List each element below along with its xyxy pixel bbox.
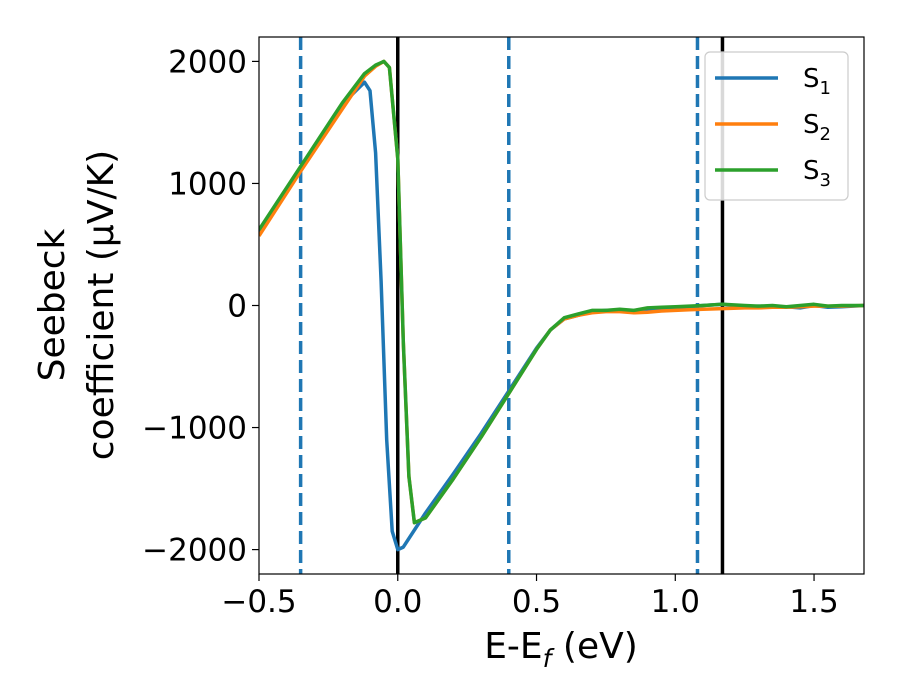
y-tick-label: 2000 (168, 44, 247, 80)
legend: S1 S2 S3 (704, 51, 849, 201)
x-tick-label: 0.0 (373, 584, 422, 620)
x-tick-label: 0.5 (512, 584, 561, 620)
legend-label-S2: S2 (803, 110, 831, 145)
x-axis-label-unit: (eV) (551, 626, 637, 667)
x-tick-label: 1.0 (651, 584, 700, 620)
series-lines (259, 59, 864, 552)
legend-label-S1: S1 (803, 64, 831, 99)
y-tick-label: −2000 (142, 533, 247, 569)
x-axis-label: E-Ef (eV) (484, 626, 638, 673)
y-tick-label: −1000 (142, 411, 247, 447)
y-tick-label: 1000 (168, 166, 247, 202)
y-tick-label: 0 (227, 289, 247, 325)
legend-label-S3: S3 (803, 156, 831, 191)
y-axis-label-line2: coefficient (μV/K) (81, 150, 122, 460)
x-tick-label: 1.5 (789, 584, 838, 620)
y-axis-label-line1: Seebeck (32, 228, 73, 381)
legend-box (704, 51, 849, 201)
x-tick-label: −0.5 (221, 584, 296, 620)
axis-ticks: −0.5 0.0 0.5 1.0 1.5 −2000 −1000 0 1000 2000 (142, 44, 839, 620)
series-line-S3 (259, 59, 864, 525)
